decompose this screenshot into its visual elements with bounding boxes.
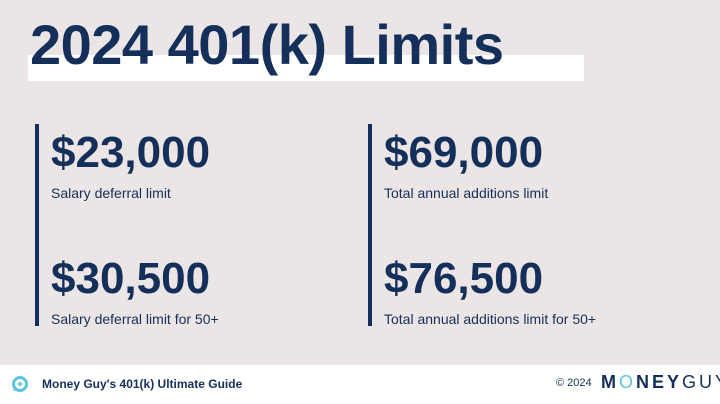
- title-highlight: [28, 55, 584, 81]
- stat-label: Salary deferral limit for 50+: [51, 311, 219, 327]
- page-title: 2024 401(k) Limits: [30, 13, 504, 76]
- stat-total-additions-50plus: $76,500 Total annual additions limit for…: [384, 254, 596, 376]
- stat-label: Salary deferral limit: [51, 185, 171, 201]
- stat-salary-deferral-50plus: $30,500 Salary deferral limit for 50+: [51, 254, 219, 376]
- right-column: $69,000 Total annual additions limit $76…: [368, 124, 596, 327]
- left-column: $23,000 Salary deferral limit $30,500 Sa…: [35, 124, 219, 327]
- stat-salary-deferral: $23,000 Salary deferral limit: [51, 128, 219, 250]
- copyright: © 2024: [556, 377, 592, 389]
- stat-label: Total annual additions limit for 50+: [384, 311, 597, 327]
- guide-title: Money Guy's 401(k) Ultimate Guide: [42, 377, 243, 391]
- footer: Money Guy's 401(k) Ultimate Guide © 2024…: [0, 365, 720, 404]
- stat-total-additions: $69,000 Total annual additions limit: [384, 128, 596, 250]
- stat-value: $30,500: [51, 254, 211, 303]
- stat-label: Total annual additions limit: [384, 185, 549, 201]
- stat-value: $76,500: [384, 254, 544, 303]
- chat-bubble-plus-icon: [12, 376, 28, 392]
- stat-value: $69,000: [384, 128, 544, 177]
- stat-value: $23,000: [51, 128, 211, 177]
- moneyguy-logo: MONEYGUY: [601, 372, 720, 392]
